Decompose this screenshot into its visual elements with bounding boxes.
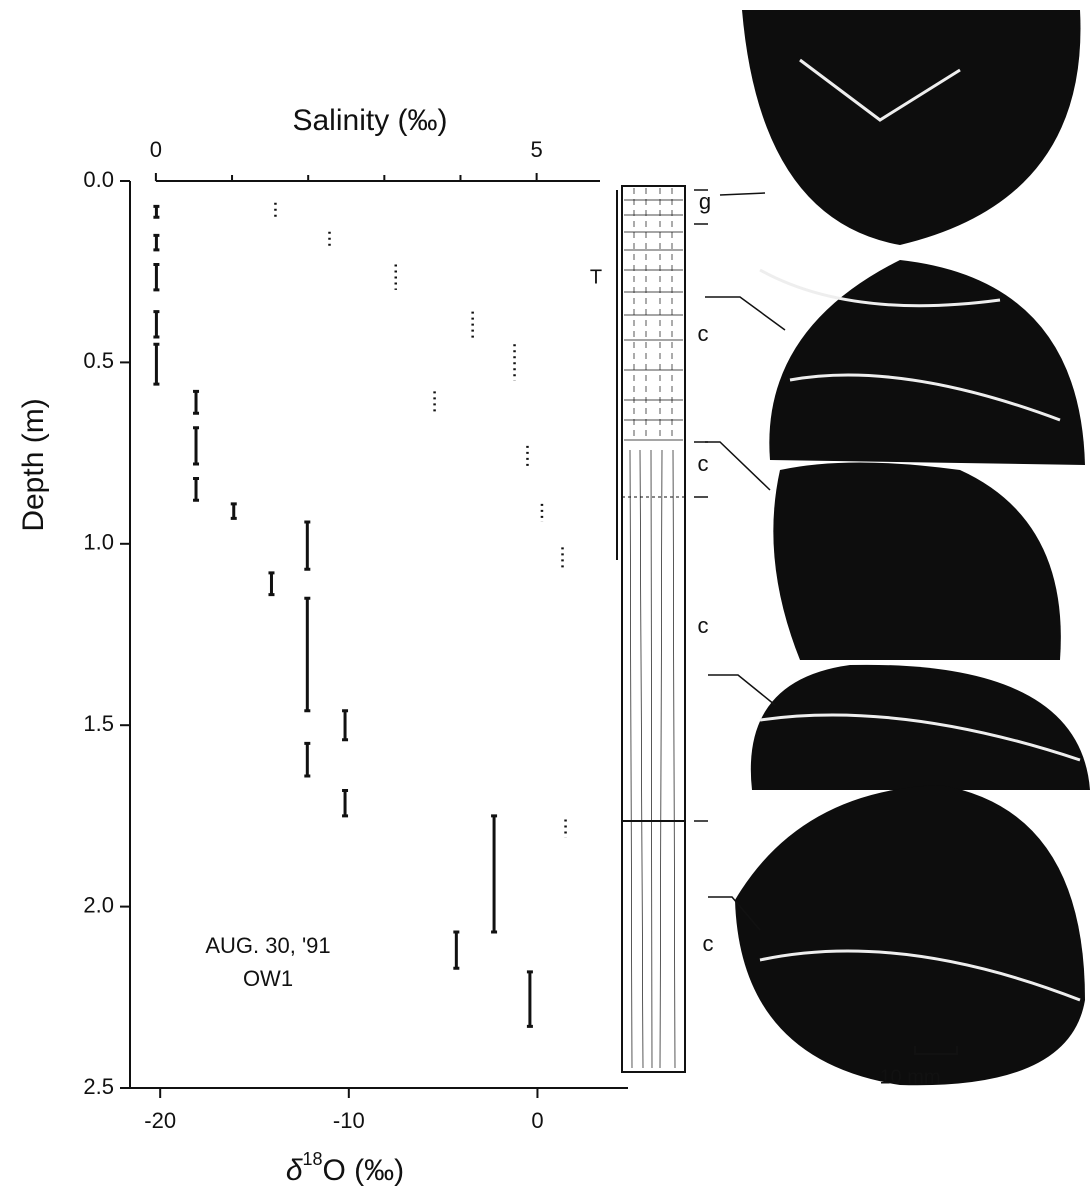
- delta-o18-interval: [453, 930, 460, 970]
- annotation: AUG. 30, '91: [205, 933, 330, 958]
- delta-o18-interval: [491, 814, 498, 934]
- y-tick-label: 2.5: [83, 1074, 114, 1099]
- delta-o18-interval: [526, 970, 533, 1028]
- leader-lines: [705, 192, 786, 931]
- annotation: OW1: [243, 966, 293, 991]
- x-tick-label: -10: [333, 1108, 365, 1133]
- scale-bar: [914, 1046, 958, 1055]
- core-label: c: [703, 931, 714, 956]
- y-tick-label: 1.0: [83, 530, 114, 555]
- delta-o18-interval: [153, 204, 160, 219]
- delta-o18-interval: [304, 520, 311, 571]
- delta-o18-interval: [342, 709, 349, 742]
- y-tick-label: 0.5: [83, 348, 114, 373]
- x2-tick-label: 0: [150, 137, 162, 162]
- delta-o18-interval: [153, 262, 160, 292]
- core-photos: [735, 10, 1090, 1086]
- x-label-superscript: 18: [302, 1149, 322, 1169]
- ice-column: [616, 185, 686, 1073]
- delta-o18-interval: [153, 233, 160, 252]
- delta-o18-interval: [230, 502, 237, 520]
- x-tick-label: -20: [144, 1108, 176, 1133]
- delta-o18-interval: [193, 426, 200, 466]
- x-label-symbol: δ: [286, 1154, 303, 1187]
- delta-o18-interval: [304, 596, 311, 713]
- x2-axis-label: Salinity (‰): [292, 104, 447, 137]
- x-axis-label: δ18O (‰): [286, 1149, 404, 1187]
- x-label-rest: O (‰): [323, 1154, 405, 1187]
- column-dashes: [694, 189, 708, 822]
- core-label: g: [699, 189, 711, 214]
- core-label: c: [698, 451, 709, 476]
- y-tick-label: 0.0: [83, 167, 114, 192]
- delta-o18-interval: [342, 789, 349, 818]
- y-axis-label: Depth (m): [17, 398, 50, 531]
- delta-o18-interval: [268, 571, 275, 597]
- delta-o18-interval: [304, 741, 311, 778]
- core-label: c: [698, 321, 709, 346]
- y-tick-label: 1.5: [83, 711, 114, 736]
- scale-bar-label: 10 mm: [879, 1066, 940, 1088]
- y-tick-label: 2.0: [83, 892, 114, 917]
- delta-o18-interval: [153, 310, 160, 339]
- delta-o18-interval: [193, 476, 200, 502]
- core-label: c: [698, 613, 709, 638]
- x-tick-label: 0: [531, 1108, 543, 1133]
- x2-tick-label: 5: [530, 137, 542, 162]
- delta-o18-interval: [193, 389, 200, 415]
- column-marker: T: [590, 266, 602, 288]
- delta-o18-interval: [153, 342, 160, 386]
